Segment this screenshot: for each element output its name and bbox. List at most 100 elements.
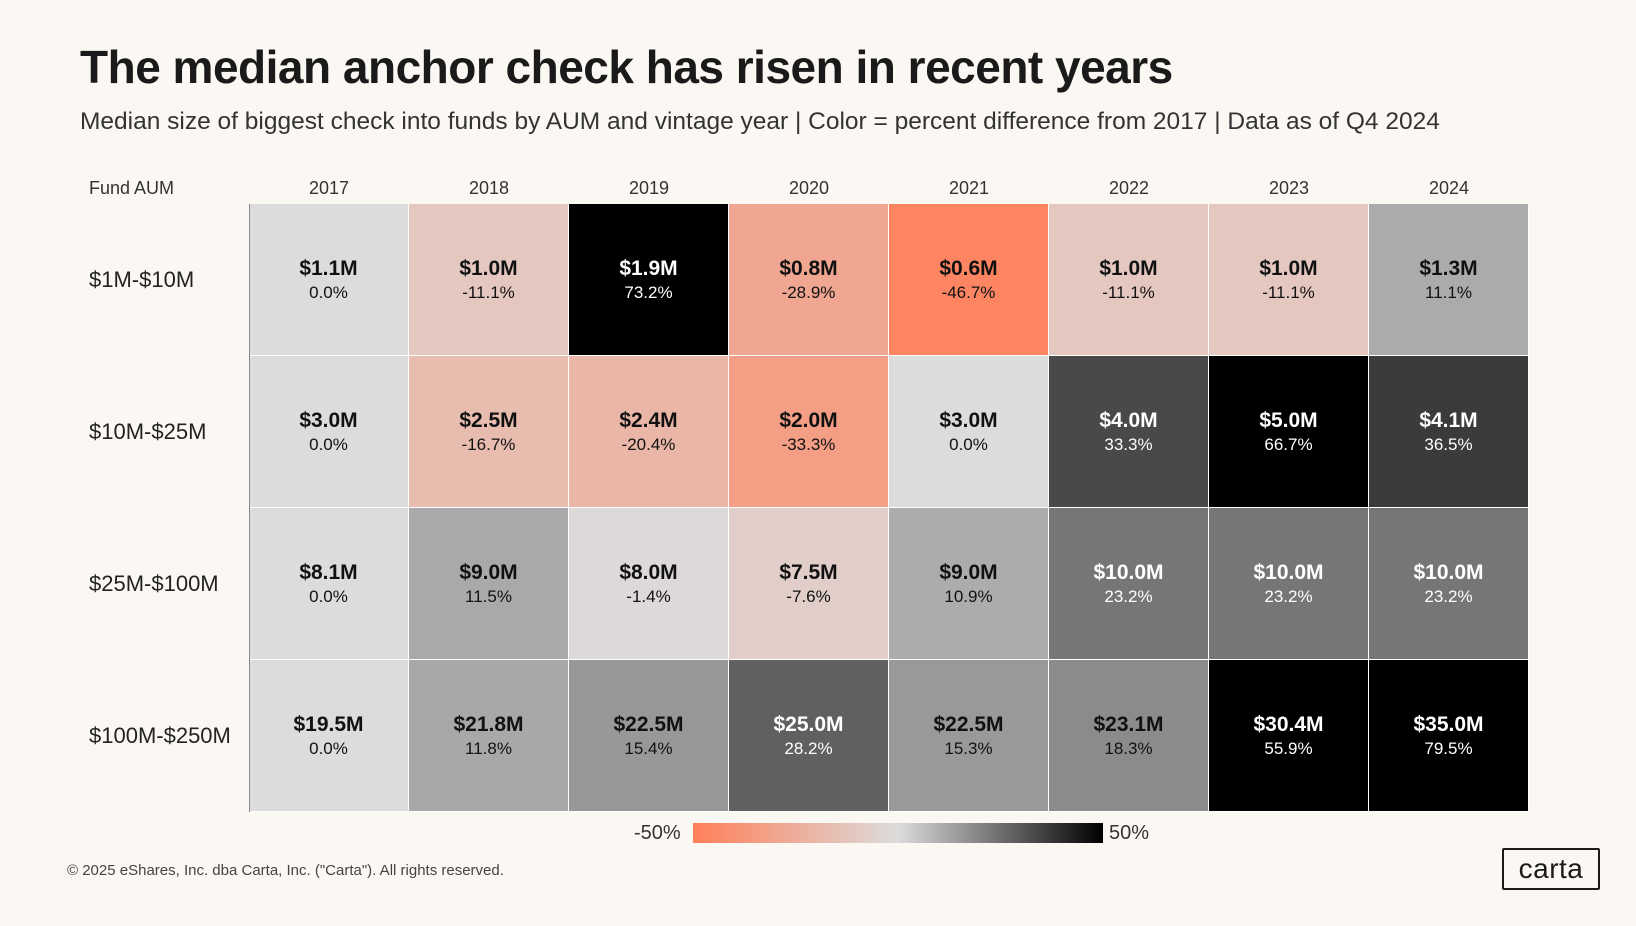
heatmap-cell: $3.0M 0.0%: [249, 356, 409, 508]
cell-percent-label: -11.1%: [1262, 282, 1315, 302]
cell-value-label: $30.4M: [1253, 712, 1324, 736]
cell-percent-label: 0.0%: [309, 738, 348, 758]
chart-subtitle: Median size of biggest check into funds …: [80, 108, 1440, 135]
cell-value-label: $3.0M: [939, 408, 998, 432]
cell-percent-label: -11.1%: [1102, 282, 1155, 302]
column-label-2017: 2017: [308, 178, 350, 198]
cell-value-label: $23.1M: [1093, 712, 1164, 736]
heatmap-cell: $22.5M 15.4%: [569, 660, 729, 812]
cell-percent-label: 23.2%: [1264, 586, 1313, 606]
cell-value-label: $4.1M: [1419, 408, 1478, 432]
cell-percent-label: 0.0%: [309, 282, 348, 302]
cell-percent-label: 15.3%: [944, 738, 993, 758]
grid-left-border: [249, 204, 250, 812]
copyright-footer: © 2025 eShares, Inc. dba Carta, Inc. ("C…: [67, 862, 504, 879]
heatmap-cell: $2.0M -33.3%: [729, 356, 889, 508]
heatmap-cell: $1.9M 73.2%: [569, 204, 729, 356]
cell-value-label: $22.5M: [613, 712, 684, 736]
heatmap-cell: $1.0M -11.1%: [1209, 204, 1369, 356]
heatmap-cell: $30.4M 55.9%: [1209, 660, 1369, 812]
column-label-2022: 2022: [1108, 178, 1150, 198]
cell-value-label: $0.8M: [779, 256, 838, 280]
cell-value-label: $1.9M: [619, 256, 678, 280]
cell-percent-label: 18.3%: [1104, 738, 1153, 758]
heatmap-cell: $3.0M 0.0%: [889, 356, 1049, 508]
heatmap-cell: $1.1M 0.0%: [249, 204, 409, 356]
cell-value-label: $10.0M: [1093, 560, 1164, 584]
row-label: $100M-$250M: [89, 723, 231, 748]
cell-percent-label: 0.0%: [949, 434, 988, 454]
cell-percent-label: -11.1%: [462, 282, 515, 302]
cell-value-label: $1.0M: [1099, 256, 1158, 280]
cell-percent-label: 55.9%: [1264, 738, 1313, 758]
carta-logo: carta: [1502, 848, 1600, 890]
cell-percent-label: 0.0%: [309, 434, 348, 454]
cell-percent-label: -28.9%: [781, 282, 836, 302]
cell-value-label: $8.1M: [299, 560, 358, 584]
row-label: $25M-$100M: [89, 571, 219, 596]
column-label-2019: 2019: [628, 178, 670, 198]
heatmap-cell: $2.4M -20.4%: [569, 356, 729, 508]
cell-percent-label: 23.2%: [1104, 586, 1153, 606]
heatmap-cell: $9.0M 10.9%: [889, 508, 1049, 660]
heatmap-cell: $0.6M -46.7%: [889, 204, 1049, 356]
cell-value-label: $1.0M: [1259, 256, 1318, 280]
cell-value-label: $1.3M: [1419, 256, 1478, 280]
column-label-2021: 2021: [948, 178, 990, 198]
cell-value-label: $4.0M: [1099, 408, 1158, 432]
cell-value-label: $2.0M: [779, 408, 838, 432]
cell-percent-label: 79.5%: [1424, 738, 1473, 758]
cell-percent-label: -46.7%: [941, 282, 996, 302]
heatmap-cell: $8.1M 0.0%: [249, 508, 409, 660]
cell-value-label: $1.1M: [299, 256, 358, 280]
cell-value-label: $0.6M: [939, 256, 998, 280]
cell-value-label: $10.0M: [1253, 560, 1324, 584]
cell-percent-label: -7.6%: [786, 586, 831, 606]
cell-value-label: $22.5M: [933, 712, 1004, 736]
heatmap-cell: $23.1M 18.3%: [1049, 660, 1209, 812]
cell-value-label: $2.5M: [459, 408, 518, 432]
cell-percent-label: 28.2%: [784, 738, 833, 758]
cell-percent-label: -16.7%: [461, 434, 516, 454]
cell-percent-label: -33.3%: [781, 434, 836, 454]
heatmap-cell: $1.0M -11.1%: [409, 204, 569, 356]
heatmap-cell: $5.0M 66.7%: [1209, 356, 1369, 508]
cell-percent-label: 36.5%: [1424, 434, 1473, 454]
color-scale-bar: [693, 823, 1103, 843]
cell-value-label: $9.0M: [459, 560, 518, 584]
cell-value-label: $19.5M: [293, 712, 364, 736]
heatmap-cell: $10.0M 23.2%: [1369, 508, 1529, 660]
cell-value-label: $3.0M: [299, 408, 358, 432]
cell-value-label: $10.0M: [1413, 560, 1484, 584]
cell-value-label: $25.0M: [773, 712, 844, 736]
column-label-2020: 2020: [788, 178, 830, 198]
cell-value-label: $21.8M: [453, 712, 524, 736]
row-header-label: Fund AUM: [89, 178, 175, 198]
heatmap-cell: $10.0M 23.2%: [1209, 508, 1369, 660]
cell-percent-label: 66.7%: [1264, 434, 1313, 454]
cell-value-label: $8.0M: [619, 560, 678, 584]
cell-value-label: $35.0M: [1413, 712, 1484, 736]
cell-percent-label: 11.8%: [465, 738, 512, 758]
legend-max-label: 50%: [1109, 822, 1150, 844]
heatmap-cell: $9.0M 11.5%: [409, 508, 569, 660]
cell-percent-label: 15.4%: [624, 738, 673, 758]
cell-percent-label: 33.3%: [1104, 434, 1153, 454]
heatmap-cell: $4.0M 33.3%: [1049, 356, 1209, 508]
heatmap-cell: $25.0M 28.2%: [729, 660, 889, 812]
cell-percent-label: 23.2%: [1424, 586, 1473, 606]
cell-percent-label: -20.4%: [621, 434, 676, 454]
cell-value-label: $9.0M: [939, 560, 998, 584]
cell-percent-label: 11.5%: [465, 586, 512, 606]
cell-percent-label: -1.4%: [626, 586, 671, 606]
heatmap-cell: $7.5M -7.6%: [729, 508, 889, 660]
heatmap-cell: $0.8M -28.9%: [729, 204, 889, 356]
heatmap-cell: $35.0M 79.5%: [1369, 660, 1529, 812]
heatmap-cell: $22.5M 15.3%: [889, 660, 1049, 812]
cell-value-label: $1.0M: [459, 256, 518, 280]
column-label-2024: 2024: [1428, 178, 1470, 198]
heatmap-cell: $8.0M -1.4%: [569, 508, 729, 660]
legend-min-label: -50%: [634, 822, 681, 844]
column-label-2023: 2023: [1268, 178, 1310, 198]
heatmap-cell: $21.8M 11.8%: [409, 660, 569, 812]
